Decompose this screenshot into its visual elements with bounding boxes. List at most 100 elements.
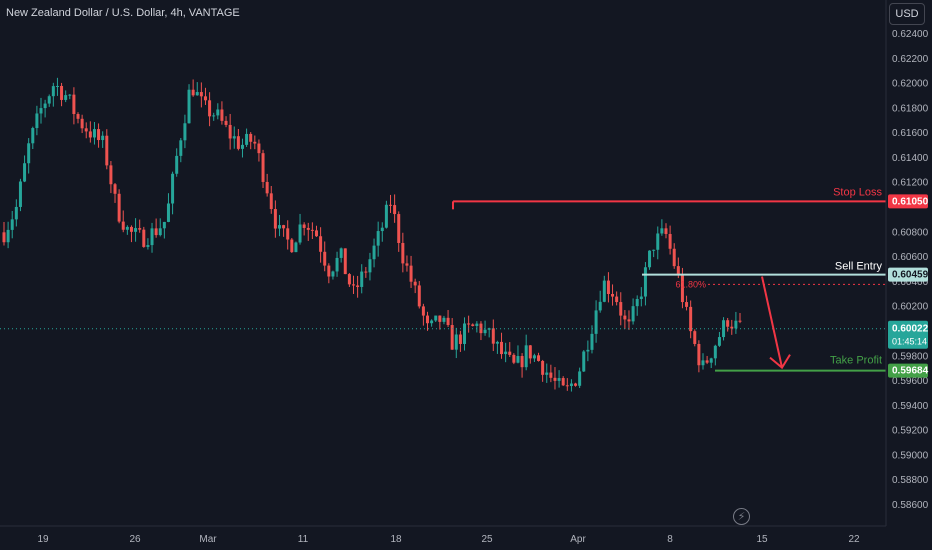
stop-loss-price-tag: 0.61050 — [892, 196, 929, 207]
current-price-tag-bg — [888, 320, 928, 349]
candle-body — [631, 306, 635, 322]
candle-body — [475, 323, 479, 326]
candle-body — [730, 326, 734, 329]
time-tick-label: 25 — [481, 534, 493, 545]
candle-body — [187, 89, 191, 124]
candle-body — [611, 293, 615, 297]
time-tick-label: 11 — [298, 534, 309, 545]
candle-body — [171, 173, 175, 204]
candle-body — [717, 337, 721, 346]
candle-body — [60, 85, 64, 100]
candle-body — [500, 341, 504, 355]
candle-body — [212, 115, 216, 117]
candle-body — [524, 345, 528, 368]
candle-body — [31, 128, 35, 144]
candle-body — [602, 280, 606, 302]
price-tick-label: 0.59600 — [892, 376, 929, 387]
candle-body — [109, 165, 113, 185]
candle-body — [693, 331, 697, 344]
candle-body — [512, 354, 516, 363]
candle-body — [306, 227, 310, 230]
time-tick-label: 8 — [667, 534, 673, 545]
price-tick-label: 0.58800 — [892, 475, 929, 486]
candle-body — [154, 228, 158, 236]
candle-body — [590, 333, 594, 350]
lightning-bolt-icon[interactable]: ⚡ — [733, 508, 750, 525]
candle-body — [471, 324, 475, 326]
candle-body — [47, 96, 51, 104]
candle-body — [545, 372, 549, 375]
time-tick-label: 26 — [129, 534, 141, 545]
candle-body — [680, 274, 684, 303]
price-tick-label: 0.59000 — [892, 450, 929, 461]
candle-body — [97, 129, 101, 141]
candle-body — [574, 383, 578, 386]
price-tick-label: 0.62000 — [892, 79, 929, 90]
candle-body — [639, 296, 643, 300]
candle-body — [84, 128, 88, 132]
candle-body — [240, 144, 244, 149]
time-axis[interactable]: 19 26 Mar 11 18 25 Apr 8 15 22 — [0, 525, 886, 545]
candle-body — [393, 205, 397, 215]
candle-body — [282, 225, 286, 229]
candle-body — [586, 349, 590, 352]
candle-body — [635, 299, 639, 307]
sell-entry-price-tag: 0.60459 — [892, 270, 929, 281]
candle-body — [129, 226, 133, 232]
candle-body — [656, 233, 660, 250]
candle-body — [76, 114, 80, 119]
candle-body — [331, 271, 335, 277]
candle-body — [709, 358, 713, 363]
candle-body — [273, 209, 277, 229]
candle-body — [668, 233, 672, 249]
candle-body — [705, 360, 709, 363]
candle-body — [606, 280, 610, 294]
candle-body — [516, 356, 520, 363]
candle-body — [467, 323, 471, 325]
candle-body — [487, 328, 491, 330]
take-profit-label: Take Profit — [830, 355, 882, 367]
price-tick-label: 0.61200 — [892, 178, 929, 189]
candle-body — [615, 296, 619, 303]
countdown-label: 01:45:14 — [892, 337, 927, 347]
time-tick-label: 22 — [848, 534, 860, 545]
candle-body — [203, 96, 207, 101]
candle-body — [434, 315, 438, 321]
candle-body — [413, 281, 417, 286]
candle-body — [689, 306, 693, 332]
candle-body — [483, 329, 487, 334]
candle-body — [14, 206, 18, 220]
price-tick-label: 0.59200 — [892, 426, 929, 437]
candle-body — [351, 284, 355, 286]
candle-body — [541, 360, 545, 375]
take-profit-price-tag: 0.59684 — [892, 366, 929, 377]
candle-body — [298, 224, 302, 243]
candle-body — [253, 141, 257, 144]
candle-body — [327, 265, 331, 277]
candle-body — [623, 315, 627, 320]
price-tick-label: 0.61600 — [892, 128, 929, 139]
candle-body — [417, 285, 421, 307]
candle-body — [2, 232, 6, 243]
candle-body — [265, 181, 269, 194]
candle-body — [88, 131, 92, 138]
candle-body — [175, 155, 179, 174]
fib-level-label: 61.80% — [675, 279, 706, 289]
candle-body — [495, 341, 499, 344]
candle-body — [228, 124, 232, 139]
candle-body — [232, 136, 236, 139]
candle-body — [384, 204, 388, 228]
candle-body — [372, 245, 376, 260]
candle-body — [261, 153, 265, 182]
candle-body — [389, 204, 393, 206]
candle-body — [101, 135, 105, 141]
candle-body — [142, 229, 146, 247]
candle-body — [397, 214, 401, 243]
price-axis[interactable]: 0.62400 0.62200 0.62000 0.61800 0.61600 0.614… — [885, 0, 929, 526]
candle-body — [245, 133, 249, 145]
candle-body — [117, 193, 121, 222]
current-price-tag: 0.60022 — [892, 324, 929, 335]
candle-body — [368, 259, 372, 273]
currency-button[interactable]: USD — [889, 3, 925, 25]
